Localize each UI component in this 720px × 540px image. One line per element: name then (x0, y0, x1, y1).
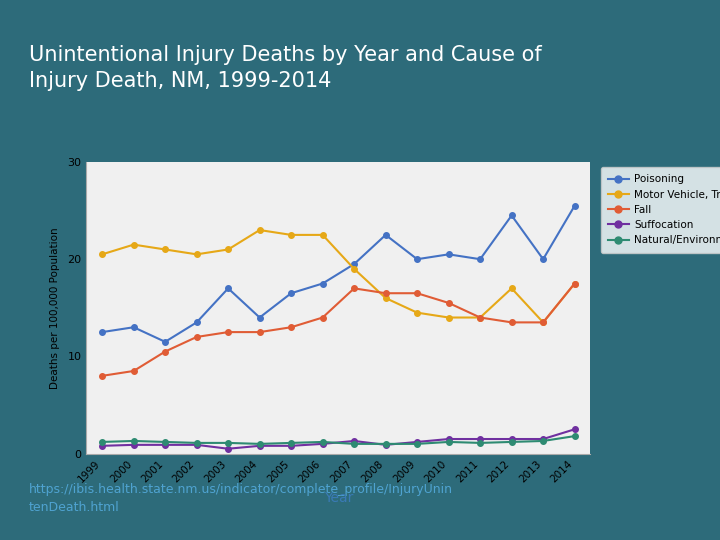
Poisoning (224, 285, 233, 292)
Motor Vehicle, Traffic (539, 319, 547, 326)
Suffocation (98, 443, 107, 449)
Poisoning (256, 314, 264, 321)
Fall (350, 285, 359, 292)
Natural/Environmental (192, 440, 201, 446)
Fall (539, 319, 547, 326)
Motor Vehicle, Traffic (570, 280, 579, 287)
Poisoning (287, 290, 295, 296)
Natural/Environmental (508, 438, 516, 445)
Fall (98, 373, 107, 379)
Suffocation (508, 436, 516, 442)
Suffocation (318, 441, 327, 447)
Poisoning (539, 256, 547, 262)
Fall (256, 329, 264, 335)
Suffocation (287, 443, 295, 449)
Natural/Environmental (350, 441, 359, 447)
Line: Motor Vehicle, Traffic: Motor Vehicle, Traffic (99, 227, 577, 325)
Natural/Environmental (256, 441, 264, 447)
Natural/Environmental (413, 441, 421, 447)
Text: https://ibis.health.state.nm.us/indicator/complete_profile/InjuryUnin
tenDeath.h: https://ibis.health.state.nm.us/indicato… (29, 483, 453, 514)
Suffocation (192, 442, 201, 448)
Natural/Environmental (444, 438, 453, 445)
Natural/Environmental (287, 440, 295, 446)
Line: Poisoning: Poisoning (99, 203, 577, 345)
Motor Vehicle, Traffic (318, 232, 327, 238)
Suffocation (161, 442, 169, 448)
Motor Vehicle, Traffic (444, 314, 453, 321)
Suffocation (130, 442, 138, 448)
Natural/Environmental (570, 433, 579, 440)
Suffocation (224, 446, 233, 452)
Fall (382, 290, 390, 296)
Suffocation (476, 436, 485, 442)
Poisoning (413, 256, 421, 262)
X-axis label: Year: Year (324, 491, 353, 505)
Suffocation (382, 442, 390, 448)
Fall (413, 290, 421, 296)
Line: Fall: Fall (99, 281, 577, 379)
Motor Vehicle, Traffic (350, 266, 359, 272)
Motor Vehicle, Traffic (130, 241, 138, 248)
Poisoning (350, 261, 359, 267)
Fall (192, 334, 201, 340)
Motor Vehicle, Traffic (256, 227, 264, 233)
Natural/Environmental (161, 438, 169, 445)
Poisoning (476, 256, 485, 262)
Suffocation (256, 443, 264, 449)
Text: Unintentional Injury Deaths by Year and Cause of
Injury Death, NM, 1999-2014: Unintentional Injury Deaths by Year and … (29, 45, 541, 91)
Motor Vehicle, Traffic (224, 246, 233, 253)
Poisoning (444, 251, 453, 258)
Suffocation (539, 436, 547, 442)
Motor Vehicle, Traffic (476, 314, 485, 321)
Motor Vehicle, Traffic (508, 285, 516, 292)
Line: Natural/Environmental: Natural/Environmental (99, 433, 577, 447)
Natural/Environmental (224, 440, 233, 446)
Motor Vehicle, Traffic (413, 309, 421, 316)
Suffocation (350, 438, 359, 444)
Poisoning (570, 202, 579, 209)
Fall (161, 348, 169, 355)
Fall (444, 300, 453, 306)
Natural/Environmental (318, 438, 327, 445)
Fall (287, 324, 295, 330)
Suffocation (444, 436, 453, 442)
Fall (476, 314, 485, 321)
Fall (508, 319, 516, 326)
Line: Suffocation: Suffocation (99, 427, 577, 451)
Motor Vehicle, Traffic (192, 251, 201, 258)
Motor Vehicle, Traffic (161, 246, 169, 253)
Motor Vehicle, Traffic (287, 232, 295, 238)
Natural/Environmental (539, 438, 547, 444)
Natural/Environmental (130, 438, 138, 444)
Poisoning (508, 212, 516, 219)
Fall (570, 280, 579, 287)
Fall (224, 329, 233, 335)
Poisoning (161, 339, 169, 345)
Fall (130, 368, 138, 374)
Suffocation (413, 438, 421, 445)
Motor Vehicle, Traffic (382, 295, 390, 301)
Poisoning (130, 324, 138, 330)
Natural/Environmental (98, 438, 107, 445)
Natural/Environmental (382, 441, 390, 447)
Poisoning (382, 232, 390, 238)
Fall (318, 314, 327, 321)
Suffocation (570, 426, 579, 433)
Y-axis label: Deaths per 100,000 Population: Deaths per 100,000 Population (50, 227, 60, 389)
Poisoning (192, 319, 201, 326)
Natural/Environmental (476, 440, 485, 446)
Legend: Poisoning, Motor Vehicle, Traffic, Fall, Suffocation, Natural/Environmental: Poisoning, Motor Vehicle, Traffic, Fall,… (600, 167, 720, 253)
Motor Vehicle, Traffic (98, 251, 107, 258)
Poisoning (98, 329, 107, 335)
Poisoning (318, 280, 327, 287)
